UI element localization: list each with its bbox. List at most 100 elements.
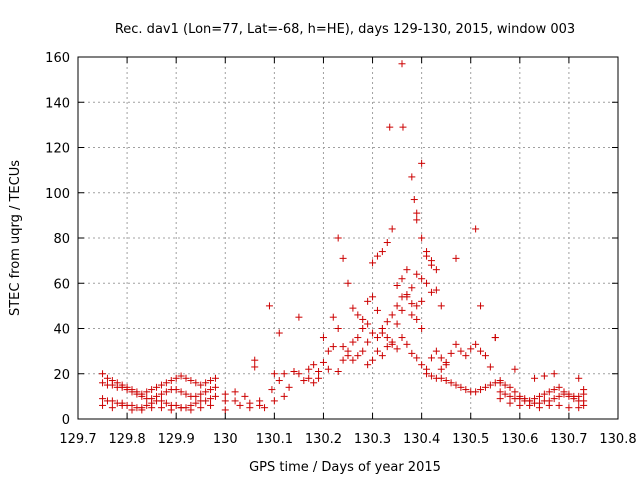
data-point <box>319 358 327 366</box>
data-point <box>143 401 151 409</box>
y-axis-label: STEC from uqrg / TECUs <box>8 160 23 316</box>
data-point <box>457 383 465 391</box>
data-point <box>408 284 416 292</box>
data-point <box>432 286 440 294</box>
data-point <box>364 297 372 305</box>
data-point <box>221 397 229 405</box>
data-point <box>398 60 406 68</box>
data-point <box>516 392 524 400</box>
data-point <box>305 365 313 373</box>
data-point <box>329 313 337 321</box>
data-point <box>324 347 332 355</box>
data-point <box>268 386 276 394</box>
data-point <box>535 404 543 412</box>
data-point <box>452 254 460 262</box>
data-point <box>167 377 175 385</box>
data-point <box>427 261 435 269</box>
data-point <box>383 318 391 326</box>
data-point <box>393 282 401 290</box>
data-point <box>211 383 219 391</box>
data-point <box>270 370 278 378</box>
data-point <box>280 392 288 400</box>
data-point <box>177 404 185 412</box>
data-point <box>472 388 480 396</box>
data-point <box>334 367 342 375</box>
data-point <box>437 365 445 373</box>
data-point <box>413 209 421 217</box>
data-point <box>364 320 372 328</box>
data-point <box>211 374 219 382</box>
data-point <box>418 325 426 332</box>
data-point <box>545 401 553 409</box>
data-point <box>423 248 431 256</box>
chart-title: Rec. dav1 (Lon=77, Lat=-68, h=HE), days … <box>115 22 575 37</box>
data-point <box>403 340 411 348</box>
data-point <box>496 388 504 396</box>
data-point <box>418 275 426 283</box>
data-point <box>236 401 244 409</box>
data-point <box>138 406 146 414</box>
x-tick-label: 129.9 <box>158 432 195 447</box>
y-tick-label: 40 <box>53 323 70 338</box>
data-point <box>496 379 504 387</box>
data-point <box>413 354 421 362</box>
data-point <box>157 397 165 405</box>
data-point <box>344 279 352 287</box>
data-point <box>418 361 426 369</box>
data-point <box>172 401 180 409</box>
data-point <box>99 370 107 378</box>
data-point <box>359 347 367 355</box>
data-point <box>108 404 116 412</box>
data-point <box>373 306 381 314</box>
data-point <box>393 302 401 310</box>
data-point <box>481 383 489 391</box>
data-point <box>153 383 161 391</box>
data-point <box>423 370 431 378</box>
data-point <box>437 374 445 382</box>
data-point <box>359 315 367 323</box>
data-point <box>364 361 372 369</box>
data-point <box>437 354 445 362</box>
data-point <box>388 311 396 319</box>
data-point <box>118 401 126 409</box>
data-point <box>354 334 362 342</box>
data-point <box>427 354 435 362</box>
data-point <box>133 390 141 398</box>
data-point <box>580 401 588 409</box>
data-point <box>192 399 200 407</box>
x-tick-label: 130.7 <box>550 432 587 447</box>
data-point <box>246 404 254 412</box>
x-tick-label: 130.3 <box>354 432 391 447</box>
data-point <box>457 347 465 355</box>
data-point <box>373 347 381 355</box>
data-point <box>329 343 337 351</box>
data-point <box>128 388 136 396</box>
data-point <box>399 123 407 131</box>
data-point <box>535 392 543 400</box>
data-point <box>398 306 406 314</box>
x-axis-ticks: 129.7 129.8 129.9 130 130.1 130.2 130.3 130.4 13… <box>59 57 637 447</box>
y-tick-label: 100 <box>45 187 70 202</box>
data-point <box>388 225 396 233</box>
data-point <box>211 392 219 400</box>
data-point <box>310 361 318 369</box>
data-point <box>261 404 269 412</box>
y-tick-label: 20 <box>53 368 70 383</box>
data-point <box>432 266 440 274</box>
data-point <box>221 406 229 414</box>
data-point <box>472 340 480 348</box>
data-point <box>408 300 416 308</box>
data-point <box>339 356 347 364</box>
y-tick-label: 80 <box>53 232 70 247</box>
data-point <box>386 123 394 131</box>
data-point <box>344 347 352 355</box>
data-point <box>157 404 165 412</box>
data-point <box>570 395 578 403</box>
data-point <box>481 352 489 360</box>
data-point <box>359 325 367 332</box>
x-tick-label: 129.7 <box>59 432 96 447</box>
data-point <box>369 329 377 337</box>
data-point <box>103 374 111 382</box>
data-point <box>565 392 573 400</box>
